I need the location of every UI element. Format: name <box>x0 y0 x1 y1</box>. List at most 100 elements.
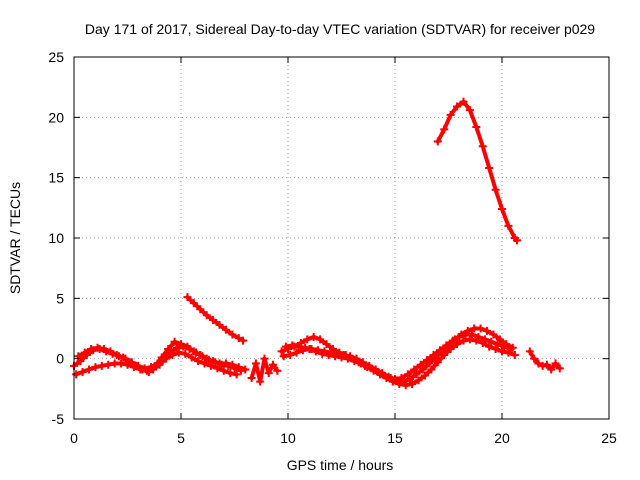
data-point <box>320 347 329 356</box>
series-track-h <box>281 330 515 384</box>
series-line <box>435 99 519 243</box>
data-point <box>221 359 230 368</box>
y-tick-label: -5 <box>52 411 65 427</box>
data-point <box>104 360 113 369</box>
series-line <box>185 295 246 343</box>
data-point <box>84 365 93 374</box>
data-point <box>401 381 410 390</box>
data-series <box>70 97 564 390</box>
data-point <box>489 330 498 339</box>
data-point <box>493 340 502 349</box>
data-point <box>442 341 451 350</box>
data-point <box>209 316 218 325</box>
data-point <box>485 164 494 173</box>
x-tick-label: 25 <box>601 430 617 446</box>
data-point <box>465 335 474 344</box>
data-point <box>91 363 100 372</box>
series-track-f <box>277 324 517 386</box>
axis-ticks: 0 5 10 15 20 25 -5 0 5 10 15 20 25 <box>48 49 617 446</box>
grid-lines <box>74 57 609 419</box>
series-track-c <box>74 337 250 376</box>
y-tick-label: 20 <box>48 109 64 125</box>
data-point <box>397 373 406 382</box>
data-point <box>202 354 211 363</box>
x-tick-label: 5 <box>177 430 185 446</box>
data-point <box>196 305 205 314</box>
data-point <box>226 369 235 378</box>
data-point <box>234 334 243 343</box>
data-point <box>76 357 85 366</box>
data-point <box>440 125 449 134</box>
data-point <box>219 366 228 375</box>
data-point <box>498 347 506 356</box>
data-point <box>183 342 192 351</box>
data-point <box>228 360 237 369</box>
data-point <box>346 352 355 361</box>
data-point <box>72 370 81 379</box>
data-point <box>288 341 297 350</box>
data-point <box>326 348 335 357</box>
data-point <box>480 335 489 344</box>
data-point <box>106 347 115 356</box>
data-point <box>132 361 141 370</box>
data-point <box>99 345 108 354</box>
data-point <box>453 102 462 111</box>
y-tick-label: 5 <box>56 290 64 306</box>
data-point <box>455 332 464 341</box>
data-point <box>433 137 442 146</box>
data-point <box>316 335 325 344</box>
y-tick-label: 25 <box>48 49 64 65</box>
data-point <box>322 340 331 349</box>
data-point <box>465 106 474 115</box>
data-point <box>547 365 556 374</box>
data-point <box>446 345 455 354</box>
data-point <box>405 375 414 384</box>
data-point <box>209 357 218 366</box>
data-point <box>117 359 126 368</box>
data-point <box>358 358 367 367</box>
data-point <box>423 355 432 364</box>
data-point <box>313 346 322 355</box>
data-point <box>281 342 290 351</box>
chart-title: Day 171 of 2017, Sidereal Day-to-day VTE… <box>85 21 595 37</box>
data-point <box>459 97 468 106</box>
data-point <box>183 293 192 302</box>
data-point <box>468 330 477 339</box>
data-point <box>530 354 539 363</box>
data-point <box>433 358 442 367</box>
data-point <box>112 351 121 360</box>
data-point <box>403 370 412 379</box>
data-point <box>534 359 543 368</box>
data-point <box>410 365 419 374</box>
data-point <box>151 361 160 370</box>
data-point <box>384 372 393 381</box>
data-point <box>189 299 198 308</box>
data-point <box>429 351 438 360</box>
data-point <box>551 359 560 368</box>
data-point <box>309 332 318 341</box>
data-point <box>189 347 198 356</box>
data-point <box>459 336 468 345</box>
data-point <box>80 348 89 357</box>
data-point <box>239 336 248 345</box>
data-point <box>125 358 134 367</box>
data-point <box>157 353 166 362</box>
data-point <box>194 357 203 366</box>
data-point <box>292 348 301 357</box>
x-tick-label: 15 <box>387 430 403 446</box>
data-point <box>144 367 153 376</box>
series-track-g <box>279 335 519 390</box>
data-point <box>93 343 102 352</box>
series-track-d <box>183 293 248 345</box>
y-axis-label: SDTVAR / TECUs <box>7 182 23 294</box>
data-point <box>512 236 521 245</box>
x-axis-label: GPS time / hours <box>287 457 394 473</box>
y-tick-label: 15 <box>48 170 64 186</box>
data-point <box>365 361 374 370</box>
data-point <box>286 351 295 360</box>
data-point <box>273 366 282 375</box>
data-point <box>420 371 429 380</box>
data-point <box>440 351 449 360</box>
series-track-j <box>525 347 564 374</box>
x-tick-label: 0 <box>70 430 78 446</box>
